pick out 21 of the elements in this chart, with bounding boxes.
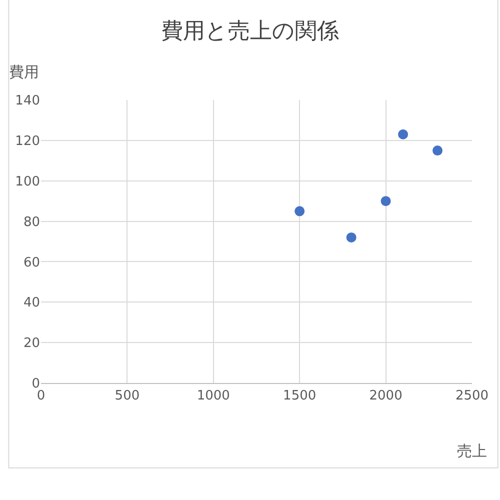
- y-tick-label: 80: [23, 214, 40, 230]
- y-tick-label: 140: [15, 94, 40, 109]
- y-tick-label: 120: [15, 134, 40, 149]
- point: [294, 206, 305, 216]
- y-tick-label: 60: [23, 255, 40, 270]
- x-tick-label: 500: [114, 388, 140, 404]
- point: [432, 146, 443, 156]
- y-tick-label: 100: [15, 174, 40, 190]
- x-tick-label: 2000: [369, 388, 402, 404]
- y-tick-label: 20: [23, 336, 40, 352]
- x-axis-title: 売上: [457, 442, 487, 460]
- point: [346, 232, 356, 242]
- y-tick-label: 0: [32, 376, 40, 392]
- point: [380, 196, 391, 206]
- chart-title: 費用と売上の関係: [161, 18, 339, 44]
- x-tick-label: 2500: [455, 388, 489, 404]
- point: [398, 129, 408, 140]
- y-axis-title: 費用: [9, 63, 39, 81]
- y-tick-label: 40: [23, 296, 40, 311]
- x-tick-label: 1000: [196, 388, 230, 404]
- x-tick-label: 1500: [283, 388, 316, 404]
